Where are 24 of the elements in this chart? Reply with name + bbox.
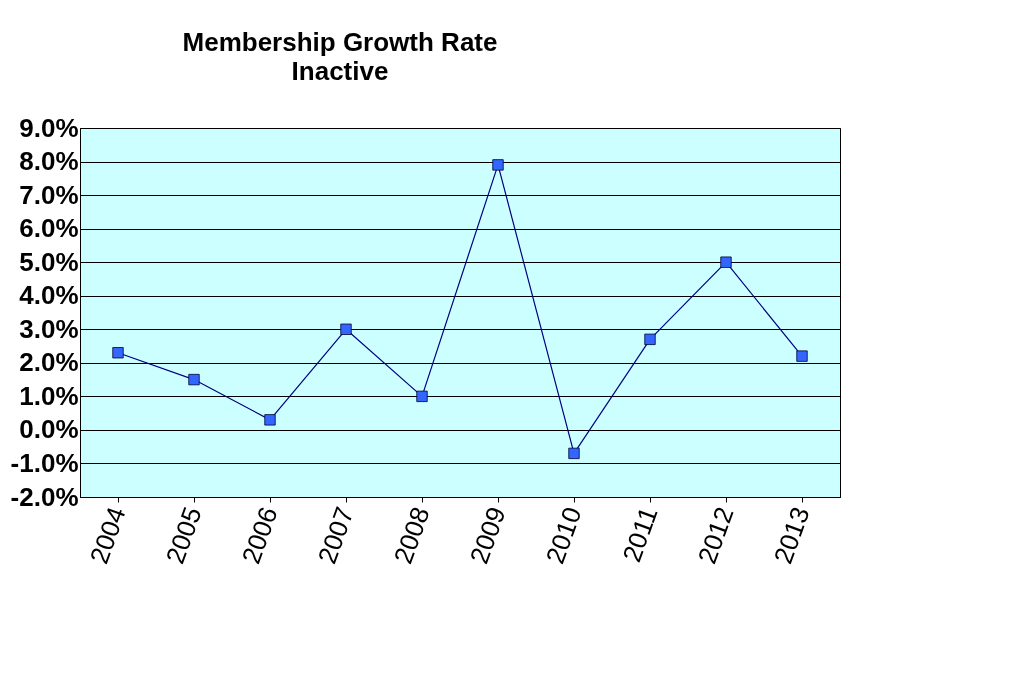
x-tick-label: 2009 — [463, 503, 512, 568]
x-tick-label: 2007 — [311, 503, 360, 568]
y-tick-label: 3.0% — [19, 313, 79, 344]
x-tick-label: 2006 — [235, 503, 284, 568]
y-tick-label: 4.0% — [19, 280, 79, 311]
x-tick-label: 2012 — [691, 503, 740, 568]
y-tick-label: 0.0% — [19, 414, 79, 445]
y-tick-label: 6.0% — [19, 213, 79, 244]
x-tick-label: 2004 — [83, 503, 132, 568]
x-tick-label: 2005 — [159, 503, 208, 568]
y-tick-label: 8.0% — [19, 146, 79, 177]
x-tick-label: 2013 — [767, 503, 816, 568]
y-tick-label: -2.0% — [10, 481, 79, 512]
x-tick-label: 2008 — [387, 503, 436, 568]
y-tick-label: 7.0% — [19, 179, 79, 210]
x-tick-label: 2011 — [616, 503, 664, 566]
y-tick-label: 9.0% — [19, 112, 79, 143]
y-tick-label: 5.0% — [19, 246, 79, 277]
x-tick-label: 2010 — [539, 503, 588, 568]
chart-subtitle: Inactive — [291, 56, 389, 86]
chart-title: Membership Growth Rate — [182, 27, 498, 57]
y-tick-label: -1.0% — [10, 447, 79, 478]
y-tick-label: 1.0% — [19, 380, 79, 411]
y-tick-label: 2.0% — [19, 347, 79, 378]
